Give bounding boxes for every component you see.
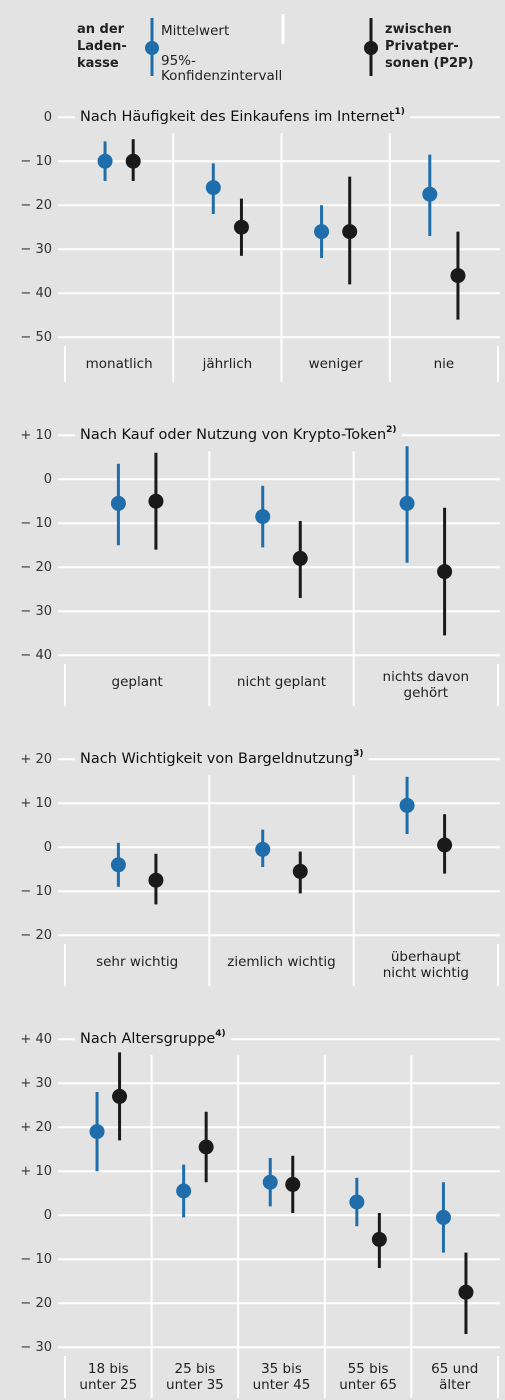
mean-point: [399, 495, 415, 511]
mean-point: [435, 1209, 451, 1225]
legend-dot: [364, 41, 378, 55]
mean-point: [285, 1176, 301, 1192]
y-tick-label: − 30: [20, 1340, 52, 1355]
mean-point: [437, 564, 453, 580]
mean-point: [314, 224, 330, 240]
y-tick-label: − 40: [20, 286, 52, 301]
y-tick-label: − 10: [20, 884, 52, 899]
chart-title: Nach Altersgruppe4): [80, 1029, 226, 1048]
y-tick-label: − 50: [20, 330, 52, 345]
chart-title: Nach Wichtigkeit von Bargeldnutzung3): [80, 749, 364, 768]
chart-title-text: Nach Altersgruppe: [80, 1031, 215, 1047]
y-tick-label: − 40: [20, 648, 52, 663]
mean-point: [458, 1284, 474, 1300]
mean-point: [89, 1124, 105, 1140]
y-tick-label: − 30: [20, 242, 52, 257]
x-tick-label: 18 bis unter 25: [79, 1361, 137, 1393]
legend-label: zwischen Privatper-sonen (P2P): [385, 22, 474, 71]
title-background: [75, 1035, 231, 1044]
mean-point: [292, 863, 308, 879]
y-tick-label: + 10: [20, 1164, 52, 1179]
legend-dot: [145, 41, 159, 55]
chart-title-text: Nach Kauf oder Nutzung von Krypto-Token: [80, 427, 386, 443]
mean-point: [450, 268, 466, 284]
x-tick-label: 65 und älter: [431, 1361, 478, 1393]
y-tick-label: − 20: [20, 928, 52, 943]
y-tick-label: + 10: [20, 428, 52, 443]
y-tick-label: + 20: [20, 1120, 52, 1135]
x-tick-label: 35 bis unter 45: [253, 1361, 311, 1393]
mean-point: [262, 1174, 278, 1190]
mean-point: [422, 186, 438, 202]
mean-point: [349, 1194, 365, 1210]
chart-title-note: 1): [395, 107, 405, 117]
y-tick-label: − 10: [20, 1252, 52, 1267]
chart-title-note: 4): [215, 1029, 225, 1039]
mean-point: [255, 841, 271, 857]
x-tick-label: ziemlich wichtig: [227, 954, 335, 970]
chart-title-note: 3): [353, 749, 363, 759]
chart-title-text: Nach Häufigkeit des Einkaufens im Intern…: [80, 109, 395, 125]
mean-point: [176, 1183, 192, 1199]
y-tick-label: − 20: [20, 198, 52, 213]
y-tick-label: − 20: [20, 1296, 52, 1311]
mean-point: [292, 550, 308, 566]
y-tick-label: 0: [44, 840, 52, 855]
mean-point: [125, 153, 141, 169]
legend-label: an der Laden-kasse: [77, 22, 127, 71]
x-tick-label: nicht geplant: [237, 674, 326, 690]
mean-point: [198, 1139, 214, 1155]
mean-point: [148, 872, 164, 888]
y-tick-label: + 10: [20, 796, 52, 811]
chart-title-note: 2): [386, 425, 396, 435]
y-tick-label: + 40: [20, 1032, 52, 1047]
legend-mean: Mittelwert: [161, 23, 229, 39]
chart-title-text: Nach Wichtigkeit von Bargeldnutzung: [80, 751, 353, 767]
mean-point: [255, 509, 271, 525]
x-tick-label: jährlich: [202, 356, 253, 372]
x-tick-label: monatlich: [86, 356, 153, 372]
y-tick-label: 0: [44, 472, 52, 487]
y-tick-label: + 30: [20, 1076, 52, 1091]
mean-point: [110, 857, 126, 873]
chart-title: Nach Häufigkeit des Einkaufens im Intern…: [80, 107, 405, 126]
x-tick-label: überhaupt nicht wichtig: [383, 949, 469, 981]
mean-point: [148, 493, 164, 509]
mean-point: [342, 224, 358, 240]
legend-ci-label: 95%-Konfidenzintervall: [161, 53, 282, 84]
x-tick-label: 55 bis unter 65: [339, 1361, 397, 1393]
x-tick-label: weniger: [309, 356, 364, 372]
mean-point: [233, 219, 249, 235]
mean-point: [437, 837, 453, 853]
y-tick-label: − 10: [20, 154, 52, 169]
x-tick-label: nie: [434, 356, 455, 372]
mean-point: [112, 1088, 128, 1104]
mean-point: [205, 180, 221, 196]
y-tick-label: + 20: [20, 752, 52, 767]
chart-title: Nach Kauf oder Nutzung von Krypto-Token2…: [80, 425, 397, 444]
x-tick-label: nichts davon gehört: [383, 669, 470, 701]
x-tick-label: 25 bis unter 35: [166, 1361, 224, 1393]
title-background: [75, 113, 410, 122]
mean-point: [97, 153, 113, 169]
y-tick-label: − 20: [20, 560, 52, 575]
y-tick-label: − 30: [20, 604, 52, 619]
y-tick-label: 0: [44, 110, 52, 125]
x-tick-label: sehr wichtig: [96, 954, 178, 970]
y-tick-label: − 10: [20, 516, 52, 531]
mean-point: [399, 797, 415, 813]
title-background: [75, 431, 402, 440]
x-tick-label: geplant: [112, 674, 163, 690]
mean-point: [110, 495, 126, 511]
mean-point: [371, 1231, 387, 1247]
title-background: [75, 755, 369, 764]
y-tick-label: 0: [44, 1208, 52, 1223]
